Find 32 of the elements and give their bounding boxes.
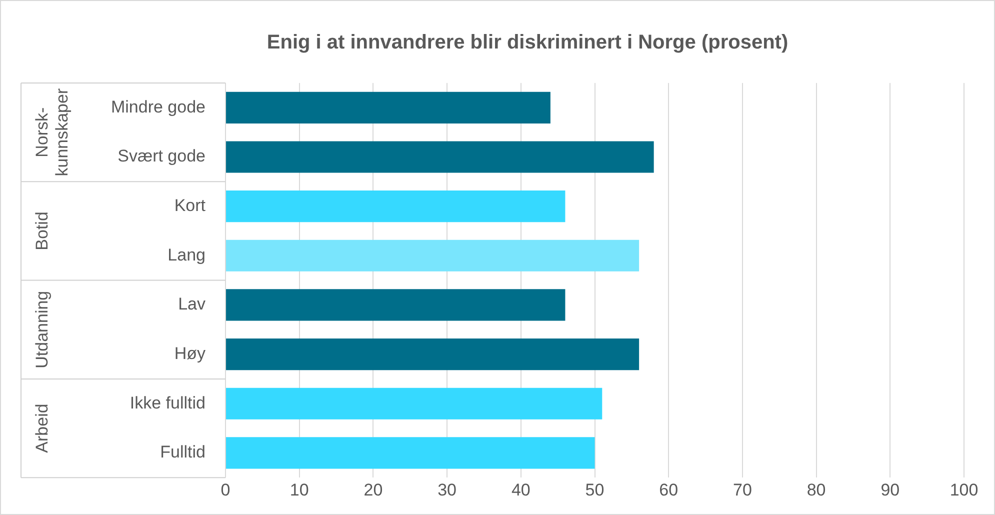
bar [226, 92, 550, 124]
x-tick-label: 70 [732, 480, 752, 500]
bar [226, 141, 654, 173]
x-tick-label: 50 [585, 480, 604, 500]
text: Norsk-kunnskaper [32, 88, 72, 176]
y-tick-label: Svært gode [118, 146, 206, 166]
text: Botid [32, 212, 52, 250]
y-tick-label: Ikke fulltid [130, 393, 206, 412]
bar [226, 338, 640, 370]
text: Arbeid [32, 404, 52, 453]
y-tick-label: Lav [178, 294, 206, 314]
bar [226, 240, 640, 272]
x-tick-label: 60 [659, 480, 678, 500]
x-tick-label: 80 [806, 480, 826, 500]
y-tick-label: Kort [174, 196, 206, 215]
chart-title: Enig i at innvandrere blir diskriminert i Norge (prosent) [266, 32, 788, 54]
y-tick-label: Lang [168, 245, 206, 264]
x-tick-label: 100 [950, 480, 978, 500]
x-tick-label: 0 [220, 480, 230, 500]
bar [226, 388, 602, 420]
y-tick-label: Fulltid [160, 442, 206, 462]
x-tick-label: 90 [880, 480, 900, 500]
bar [226, 289, 566, 321]
x-tick-label: 40 [511, 480, 530, 500]
x-tick-label: 10 [290, 480, 309, 500]
y-tick-label: Mindre gode [110, 97, 206, 116]
x-tick-label: 20 [364, 480, 383, 500]
y-tick-label: Høy [174, 344, 206, 363]
bar [226, 437, 595, 469]
text: Utdanning [32, 290, 52, 368]
x-tick-label: 30 [438, 480, 457, 500]
bar [226, 190, 566, 222]
